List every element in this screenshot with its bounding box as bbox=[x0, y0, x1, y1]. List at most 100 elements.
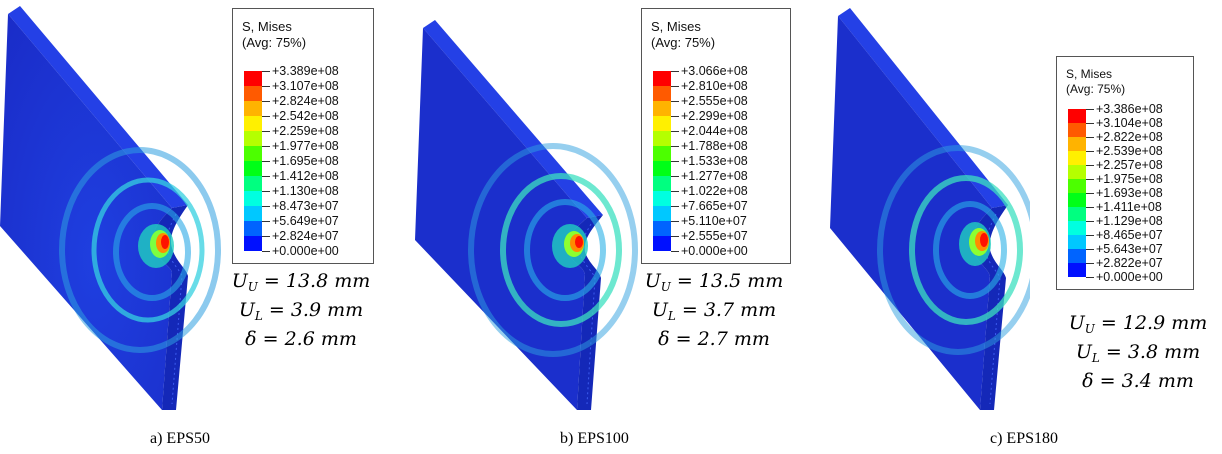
legend-tick bbox=[1086, 193, 1094, 194]
legend-tick bbox=[671, 251, 679, 252]
result-ul: UL = 3.9 mm bbox=[238, 299, 364, 323]
legend-value: +0.000e+00 bbox=[272, 244, 339, 258]
color-segment bbox=[653, 131, 671, 146]
legend-value: +2.257e+08 bbox=[1096, 158, 1163, 172]
color-segment bbox=[1068, 221, 1086, 235]
legend-value: +3.107e+08 bbox=[272, 79, 339, 93]
legend-tick bbox=[262, 161, 270, 162]
color-segment bbox=[653, 101, 671, 116]
legend-value: +2.555e+07 bbox=[681, 229, 748, 243]
legend-tick bbox=[262, 86, 270, 87]
result-uu: UU = 13.5 mm bbox=[644, 270, 784, 294]
panel-eps50: S, Mises (Avg: 75%) +3.389e+08 +3.107e+08… bbox=[0, 0, 400, 454]
legend-value: +3.066e+08 bbox=[681, 64, 748, 78]
legend-tick bbox=[262, 146, 270, 147]
result-uu: UU = 12.9 mm bbox=[1068, 312, 1208, 336]
legend-value: +2.822e+07 bbox=[1096, 256, 1163, 270]
color-segment bbox=[244, 191, 262, 206]
legend-tick bbox=[1086, 249, 1094, 250]
color-segment bbox=[1068, 179, 1086, 193]
legend-tick bbox=[262, 251, 270, 252]
legend-value: +5.643e+07 bbox=[1096, 242, 1163, 256]
legend-tick bbox=[262, 116, 270, 117]
color-segment bbox=[244, 86, 262, 101]
color-segment bbox=[653, 191, 671, 206]
legend-tick bbox=[1086, 207, 1094, 208]
delta-value: 2.6 bbox=[284, 328, 315, 350]
caption: c) EPS180 bbox=[990, 430, 1058, 447]
color-segment bbox=[653, 116, 671, 131]
legend-tick bbox=[671, 131, 679, 132]
legend-tick bbox=[1086, 235, 1094, 236]
legend-tick bbox=[1086, 221, 1094, 222]
uu-value: 12.9 bbox=[1122, 312, 1166, 334]
legend-value: +2.555e+08 bbox=[681, 94, 748, 108]
result-delta: δ = 2.6 mm bbox=[245, 328, 357, 350]
legend-tick bbox=[671, 161, 679, 162]
color-segment bbox=[653, 236, 671, 251]
legend-tick bbox=[262, 101, 270, 102]
legend-value: +1.788e+08 bbox=[681, 139, 748, 153]
panel-eps180: S, Mises (Avg: 75%) +3.386e+08 +3.104e+08… bbox=[830, 0, 1222, 454]
color-segment bbox=[244, 146, 262, 161]
legend-tick bbox=[1086, 123, 1094, 124]
legend-title: S, Mises bbox=[1066, 67, 1113, 81]
plate-model bbox=[0, 6, 221, 410]
color-segment bbox=[244, 71, 262, 86]
legend-subtitle: (Avg: 75%) bbox=[1066, 82, 1126, 96]
result-ul: UL = 3.8 mm bbox=[1075, 341, 1201, 365]
legend-value: +8.473e+07 bbox=[272, 199, 339, 213]
legend-value: +2.539e+08 bbox=[1096, 144, 1163, 158]
legend-value: +7.665e+07 bbox=[681, 199, 748, 213]
color-segment bbox=[653, 146, 671, 161]
legend-value: +2.824e+08 bbox=[272, 94, 339, 108]
delta-value: 2.7 bbox=[697, 328, 728, 350]
legend-tick bbox=[671, 206, 679, 207]
result-delta: δ = 3.4 mm bbox=[1082, 370, 1194, 392]
color-segment bbox=[1068, 151, 1086, 165]
legend-tick bbox=[1086, 137, 1094, 138]
legend-tick bbox=[671, 221, 679, 222]
legend-value: +3.104e+08 bbox=[1096, 116, 1163, 130]
legend-tick bbox=[671, 71, 679, 72]
legend-tick bbox=[671, 236, 679, 237]
color-segment bbox=[1068, 249, 1086, 263]
legend-value: +2.822e+08 bbox=[1096, 130, 1163, 144]
color-segment bbox=[653, 206, 671, 221]
legend-tick bbox=[262, 71, 270, 72]
color-segment bbox=[244, 131, 262, 146]
color-segment bbox=[1068, 165, 1086, 179]
results: UU = 13.8 mm UL = 3.9 mm δ = 2.6 mm bbox=[226, 270, 376, 351]
color-segment bbox=[1068, 123, 1086, 137]
caption: a) EPS50 bbox=[150, 430, 210, 447]
legend-value: +0.000e+00 bbox=[681, 244, 748, 258]
legend-value: +1.695e+08 bbox=[272, 154, 339, 168]
legend-tick bbox=[1086, 277, 1094, 278]
color-segment bbox=[1068, 207, 1086, 221]
legend-tick bbox=[262, 236, 270, 237]
legend-title: S, Mises bbox=[651, 19, 701, 34]
legend-value: +1.022e+08 bbox=[681, 184, 748, 198]
color-segment bbox=[1068, 193, 1086, 207]
legend-value: +1.130e+08 bbox=[272, 184, 339, 198]
result-ul: UL = 3.7 mm bbox=[651, 299, 777, 323]
legend-tick bbox=[262, 191, 270, 192]
legend-subtitle: (Avg: 75%) bbox=[242, 35, 307, 50]
delta-value: 3.4 bbox=[1121, 370, 1152, 392]
legend-tick bbox=[1086, 165, 1094, 166]
color-bar bbox=[1068, 109, 1086, 277]
legend-value: +8.465e+07 bbox=[1096, 228, 1163, 242]
legend-title: S, Mises bbox=[242, 19, 292, 34]
plate-model bbox=[415, 20, 638, 410]
legend-tick bbox=[262, 131, 270, 132]
legend-tick bbox=[262, 221, 270, 222]
legend-value: +1.277e+08 bbox=[681, 169, 748, 183]
color-segment bbox=[1068, 137, 1086, 151]
legend-subtitle: (Avg: 75%) bbox=[651, 35, 716, 50]
ul-value: 3.7 bbox=[703, 299, 735, 321]
legend-tick bbox=[262, 176, 270, 177]
color-segment bbox=[244, 221, 262, 236]
color-segment bbox=[653, 221, 671, 236]
legend-value: +1.975e+08 bbox=[1096, 172, 1163, 186]
color-segment bbox=[244, 101, 262, 116]
